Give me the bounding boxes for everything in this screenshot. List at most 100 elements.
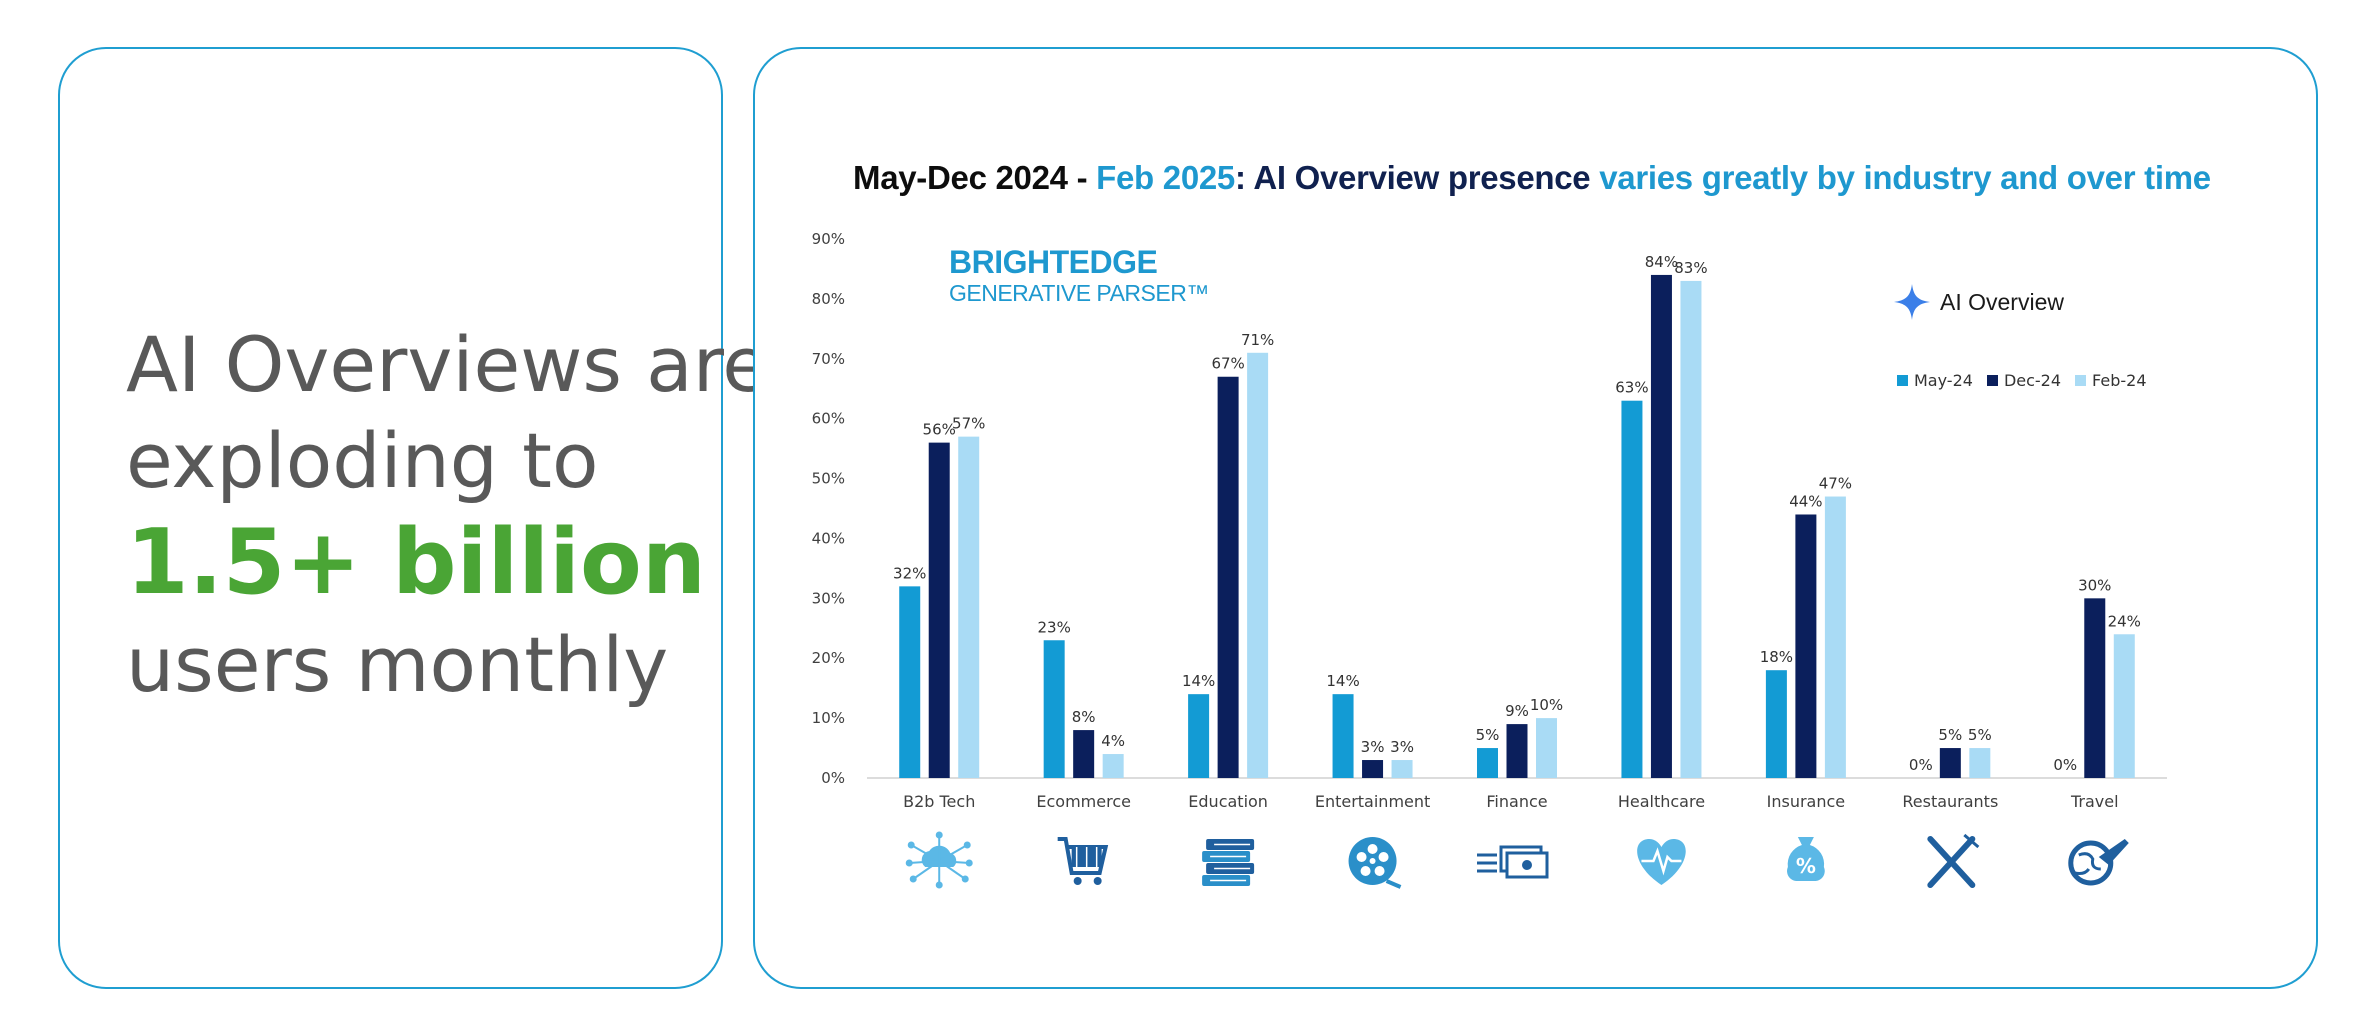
money-bag-percent-icon: % xyxy=(1787,837,1825,882)
headline-card: AI Overviews are exploding to 1.5+ billi… xyxy=(58,47,769,989)
bar xyxy=(1332,694,1354,778)
shopping-cart-icon xyxy=(1057,837,1109,885)
data-label: 0% xyxy=(1909,756,1933,774)
bar xyxy=(1073,730,1095,778)
data-label: 57% xyxy=(952,415,985,433)
data-label: 0% xyxy=(2053,756,2077,774)
y-tick-label: 0% xyxy=(821,769,845,787)
category-label: Restaurants xyxy=(1902,792,1998,811)
brand-line-2: GENERATIVE PARSER™ xyxy=(949,280,1209,306)
bar xyxy=(1188,694,1210,778)
ai-overview-label: AI Overview xyxy=(1940,288,2064,315)
legend-label-may: May-24 xyxy=(1914,371,1973,390)
data-label: 56% xyxy=(923,421,956,439)
bar xyxy=(1217,376,1239,778)
data-label: 3% xyxy=(1390,738,1414,756)
data-label: 71% xyxy=(1241,331,1274,349)
bar xyxy=(1969,748,1991,778)
y-tick-label: 10% xyxy=(812,709,845,727)
data-label: 5% xyxy=(1938,726,1962,744)
headline-line-2: exploding to xyxy=(126,416,599,505)
data-label: 3% xyxy=(1361,738,1385,756)
globe-plane-icon xyxy=(2068,839,2129,886)
data-label: 14% xyxy=(1326,672,1359,690)
fork-knife-icon xyxy=(1927,833,1980,888)
bar xyxy=(1939,748,1961,778)
chart-title-part-3: : AI Overview presence xyxy=(1235,159,1600,196)
data-label: 32% xyxy=(893,564,926,582)
bar xyxy=(1477,748,1498,778)
svg-text:%: % xyxy=(1796,854,1816,878)
books-icon xyxy=(1202,839,1255,886)
bar xyxy=(1621,400,1643,778)
bar xyxy=(928,442,950,778)
data-label: 47% xyxy=(1819,475,1852,493)
data-label: 24% xyxy=(2108,612,2141,630)
bar xyxy=(1824,496,1846,778)
chart-legend: May-24 Dec-24 Feb-24 xyxy=(1897,371,2147,390)
heart-pulse-icon xyxy=(1637,839,1686,885)
data-label: 4% xyxy=(1101,732,1125,750)
data-label: 10% xyxy=(1530,696,1563,714)
sparkle-icon xyxy=(1894,284,1930,320)
y-tick-label: 40% xyxy=(812,529,845,547)
y-tick-label: 20% xyxy=(812,649,845,667)
legend-swatch-dec xyxy=(1986,375,1998,386)
bar xyxy=(1650,274,1672,778)
legend-swatch-feb xyxy=(2075,375,2087,386)
bar xyxy=(2084,598,2106,778)
bar xyxy=(1536,718,1557,778)
chart-title-part-4: varies greatly by industry and over time xyxy=(1599,159,2211,196)
bar xyxy=(1680,280,1702,778)
chart-title-part-2: Feb 2025 xyxy=(1096,159,1235,196)
bar xyxy=(958,436,980,778)
headline: AI Overviews are exploding to 1.5+ billi… xyxy=(126,317,769,713)
data-label: 5% xyxy=(1476,726,1500,744)
legend-label-feb: Feb-24 xyxy=(2092,371,2147,390)
chart-card: May-Dec 2024 - Feb 2025: AI Overview pre… xyxy=(753,47,2318,989)
category-label: Insurance xyxy=(1767,792,1846,811)
data-label: 8% xyxy=(1072,708,1096,726)
data-label: 23% xyxy=(1037,618,1070,636)
category-label: Ecommerce xyxy=(1036,792,1131,811)
data-label: 84% xyxy=(1645,253,1678,271)
category-label: Healthcare xyxy=(1618,792,1705,811)
cloud-network-icon xyxy=(905,831,973,889)
legend-swatch-may xyxy=(1897,375,1908,386)
data-label: 63% xyxy=(1615,379,1648,397)
bar xyxy=(1765,670,1787,778)
headline-line-1: AI Overviews are xyxy=(126,320,770,409)
y-tick-label: 90% xyxy=(812,230,845,248)
bar xyxy=(1795,514,1817,778)
bar xyxy=(1362,760,1384,778)
y-tick-label: 30% xyxy=(812,589,845,607)
legend-item-feb: Feb-24 xyxy=(2075,371,2147,390)
category-label: Entertainment xyxy=(1315,792,1430,811)
data-label: 5% xyxy=(1968,726,1992,744)
category-label: Travel xyxy=(2070,792,2119,811)
bar xyxy=(1043,640,1065,778)
y-tick-label: 70% xyxy=(812,350,845,368)
headline-line-4: users monthly xyxy=(126,620,669,709)
category-label: Finance xyxy=(1486,792,1547,811)
bar xyxy=(1506,724,1528,778)
ai-overview-badge: AI Overview xyxy=(1892,282,2064,322)
data-label: 67% xyxy=(1211,355,1244,373)
bar xyxy=(1102,754,1124,778)
bar xyxy=(899,586,921,778)
data-label: 18% xyxy=(1760,648,1793,666)
bar xyxy=(1391,760,1413,778)
y-tick-label: 80% xyxy=(812,290,845,308)
data-label: 30% xyxy=(2078,576,2111,594)
category-label: Education xyxy=(1188,792,1268,811)
y-tick-label: 50% xyxy=(812,470,845,488)
legend-label-dec: Dec-24 xyxy=(2003,371,2062,390)
legend-item-may: May-24 xyxy=(1897,371,1973,390)
brand-line-1: BRIGHTEDGE xyxy=(949,244,1158,280)
bar-chart: 0% 10% 20% 30% 40% 50% 60% 70% 80% 90% 32% 56%57% 2… xyxy=(812,230,2167,889)
film-reel-icon xyxy=(1348,837,1402,889)
headline-highlight: 1.5+ billion xyxy=(126,510,706,615)
y-tick-label: 60% xyxy=(812,410,845,428)
brightedge-logo: BRIGHTEDGE GENERATIVE PARSER™ xyxy=(949,246,1209,305)
data-label: 83% xyxy=(1674,259,1707,277)
